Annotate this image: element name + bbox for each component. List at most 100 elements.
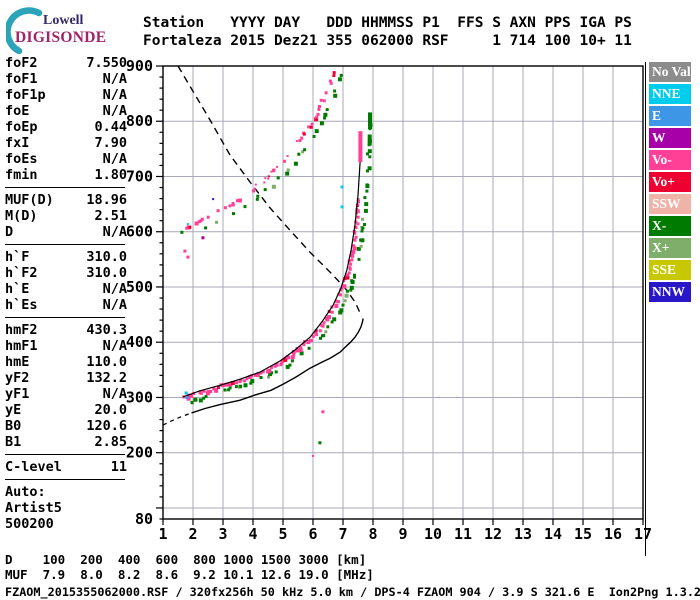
echo-F1-X-mode (353, 273, 356, 277)
parameter-label: C-level (5, 459, 62, 475)
echo-F1-O-mode (247, 375, 252, 380)
echo-F1-O-mode (290, 355, 295, 360)
x-axis-label: 9 (398, 525, 407, 543)
parameter-value: 2.85 (94, 434, 127, 450)
echo-F1-X-mode (357, 257, 361, 261)
echo-F1-X-mode (361, 217, 364, 221)
parameter-value: 11 (110, 459, 127, 475)
echo-F1-X-mode (299, 351, 304, 356)
parameter-label: B0 (5, 418, 22, 434)
parameter-label: Artist5 (5, 500, 62, 516)
echo-F1-X-mode (322, 334, 326, 337)
echo-F1-O-mode (345, 275, 350, 280)
echo-F2-O-mode (328, 79, 332, 83)
echo-F1-O-mode (356, 215, 360, 219)
echo-F2-X-mode (339, 73, 343, 77)
echo-F1-O-mode (343, 277, 347, 280)
echo-F2-X-mode (303, 148, 307, 152)
echo-F2-O-mode (324, 91, 328, 95)
parameter-label: B1 (5, 434, 22, 450)
echo-F2-O-mode (206, 215, 210, 219)
parameter-value: 310.0 (86, 249, 127, 265)
echo-F1-O-mode (253, 373, 257, 377)
echo-F1-O-mode (239, 378, 243, 382)
isolated-echo (340, 185, 344, 189)
legend-item-x: X+ (649, 238, 691, 258)
echo-F1-X-mode (204, 395, 208, 398)
echo-bar (368, 112, 372, 129)
echo-F1-X-mode (343, 299, 347, 303)
x-axis-label: 17 (634, 525, 652, 543)
isolated-echo (318, 441, 322, 445)
echo-F1-O-mode (291, 349, 296, 354)
echo-F1-X-mode (366, 169, 369, 173)
echo-F1-O-mode (206, 389, 211, 394)
echo-F2-X-mode (276, 176, 280, 180)
y-axis-label: 900 (126, 57, 153, 75)
separator-rule (5, 479, 125, 480)
echo-F1-O-mode (283, 357, 288, 362)
echo-F1-O-mode (189, 394, 194, 399)
echo-F1-O-mode (349, 262, 353, 266)
parameter-row: M(D) 2.51 (5, 208, 127, 224)
echo-F2-X-mode (293, 161, 298, 166)
echo-F2-O-mode (310, 122, 314, 126)
echo-F1-O-mode (321, 324, 325, 328)
parameter-row: foF2 7.550 (5, 55, 127, 71)
echo-F1-O-mode (325, 316, 328, 320)
echo-F1-O-mode (281, 359, 285, 363)
echo-F1-O-mode (295, 349, 299, 353)
parameter-value: 20.0 (94, 402, 127, 418)
echo-F1-X-mode (239, 384, 243, 388)
echo-F1-O-mode (315, 333, 319, 337)
echo-F1-X-mode (288, 363, 292, 367)
echo-F1-X-mode (228, 386, 232, 390)
parameter-label: foF2 (5, 55, 38, 71)
parameter-label: M(D) (5, 208, 38, 224)
parameter-value: 0.44 (94, 119, 127, 135)
echo-F1-O-mode (199, 391, 203, 395)
echo-F1-O-mode (245, 377, 249, 381)
isolated-echo (185, 396, 189, 399)
echo-F2-X-mode (243, 205, 247, 209)
echo-F1-X-mode (365, 189, 369, 193)
echo-F2-X-mode (263, 188, 267, 192)
echo-F1-X-mode (339, 308, 344, 313)
echo-F2-X-mode (286, 168, 290, 172)
parameter-value: 110.0 (86, 354, 127, 370)
echo-F1-O-mode (352, 246, 357, 251)
parameter-label: D (5, 224, 14, 240)
echo-F2-O-mode (315, 115, 319, 119)
echo-F1-X-mode (349, 285, 354, 290)
echo-F1-X-mode (193, 397, 198, 402)
parameter-value: 430.3 (86, 322, 127, 338)
parameter-label: foE (5, 103, 30, 119)
y-axis-label: 300 (126, 388, 153, 406)
echo-F1-O-mode (339, 288, 343, 292)
legend-item-ssw: SSW (649, 194, 691, 214)
echo-F1-X-mode (366, 152, 369, 156)
parameter-value: 310.0 (86, 265, 127, 281)
parameter-label: foEs (5, 151, 38, 167)
y-axis-label: 500 (126, 278, 153, 296)
parameter-row: hmE 110.0 (5, 354, 127, 370)
echo-F1-X-mode (367, 166, 372, 171)
echo-F1-X-mode (363, 196, 367, 200)
x-axis-label: 6 (308, 525, 317, 543)
legend-item-noval: No Val (649, 62, 691, 82)
parameter-value: 7.550 (86, 55, 127, 71)
isolated-echo (201, 236, 205, 240)
x-axis-label: 1 (158, 525, 167, 543)
echo-F2-O-mode (300, 136, 304, 140)
legend-item-w: W (649, 128, 691, 148)
echo-F1-O-mode (356, 222, 360, 226)
header-column-titles: Station YYYY DAY DDD HHMMSS P1 FFS S AXN… (143, 15, 632, 31)
echo-F2-X-mode (312, 135, 316, 138)
echo-F1-X-mode (360, 238, 365, 243)
echo-F1-O-mode (340, 286, 344, 290)
parameter-label: hmE (5, 354, 30, 370)
parameter-value: N/A (102, 151, 127, 167)
echo-F1-O-mode (267, 368, 272, 373)
legend-item-x: X- (649, 216, 691, 236)
